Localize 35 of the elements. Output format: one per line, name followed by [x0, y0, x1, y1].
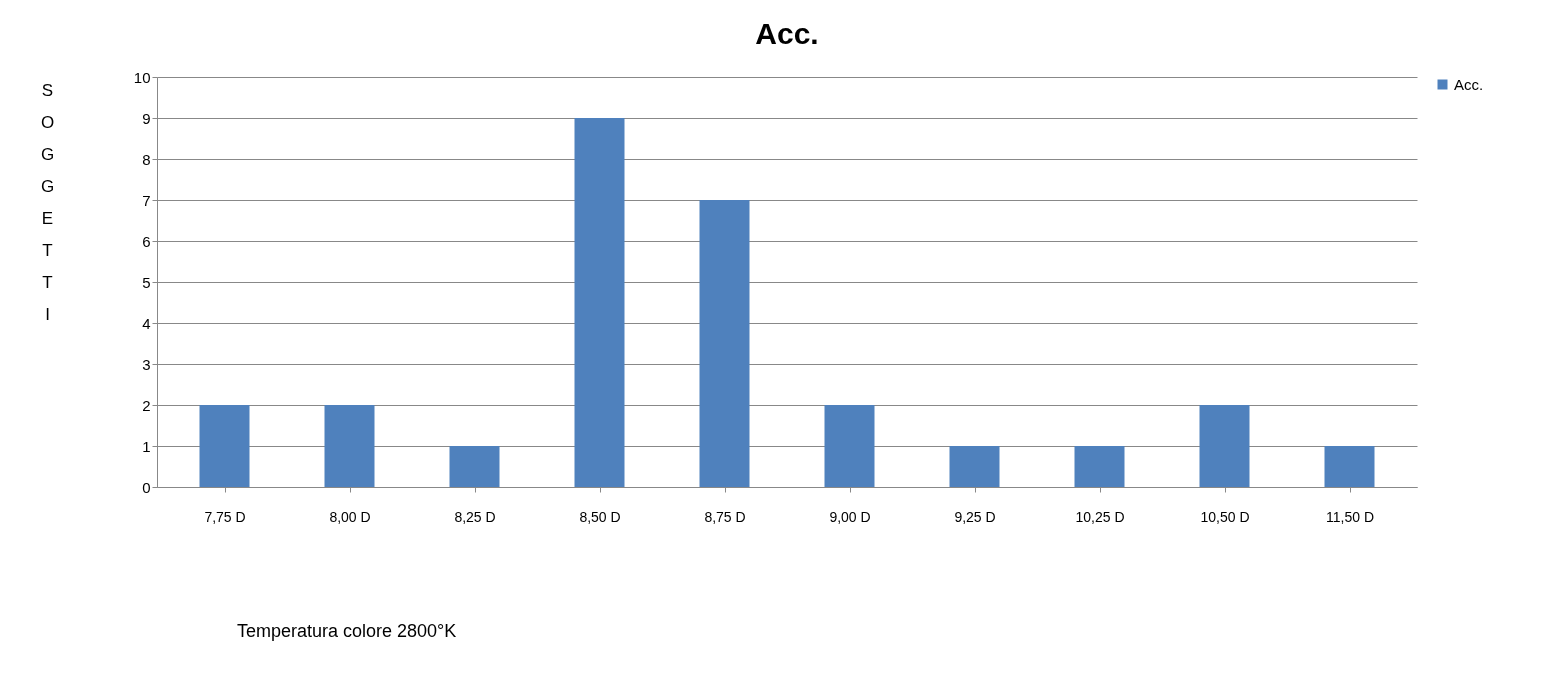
- text: Temperatura colore 2800°K: [237, 621, 457, 641]
- y-tick-label: 0: [142, 478, 151, 496]
- y-tick-label: 7: [142, 191, 151, 209]
- y-tick-label: 4: [142, 314, 151, 332]
- x-tick-label: 8,00 D: [329, 508, 371, 525]
- bar: [199, 405, 250, 487]
- x-tick-label: 8,50 D: [579, 508, 621, 525]
- x-tick-label: 10,50 D: [1200, 508, 1250, 525]
- y-tick-label: 5: [142, 273, 151, 291]
- y-tick-label: 2: [142, 396, 151, 414]
- bar: [1324, 446, 1375, 487]
- bar: [1199, 405, 1250, 487]
- bar: [824, 405, 875, 487]
- bar: [1074, 446, 1125, 487]
- y-tick-label: 3: [142, 355, 151, 373]
- x-tick-label: 8,75 D: [704, 508, 746, 525]
- chart-title: Acc.: [755, 17, 819, 50]
- x-tick-label: 11,50 D: [1326, 508, 1374, 525]
- y-tick-label: 8: [142, 150, 151, 168]
- y-axis-title: SOGGETTI: [40, 80, 55, 324]
- x-tick-label: 7,75 D: [204, 508, 246, 525]
- x-tick-label: 9,00 D: [829, 508, 871, 525]
- bar: [449, 446, 500, 487]
- y-tick-label: 6: [142, 232, 151, 250]
- bar: [699, 200, 750, 487]
- y-tick-label: 9: [142, 109, 151, 127]
- legend-label: Acc.: [1454, 75, 1484, 93]
- y-tick-label: 1: [142, 437, 151, 455]
- bar: [949, 446, 1000, 487]
- x-tick-label: 10,25 D: [1075, 508, 1125, 525]
- y-tick-label: 10: [133, 68, 151, 86]
- x-tick-label: 8,25 D: [454, 508, 496, 525]
- bar: [574, 118, 625, 487]
- x-tick-label: 9,25 D: [954, 508, 996, 525]
- bar: [324, 405, 375, 487]
